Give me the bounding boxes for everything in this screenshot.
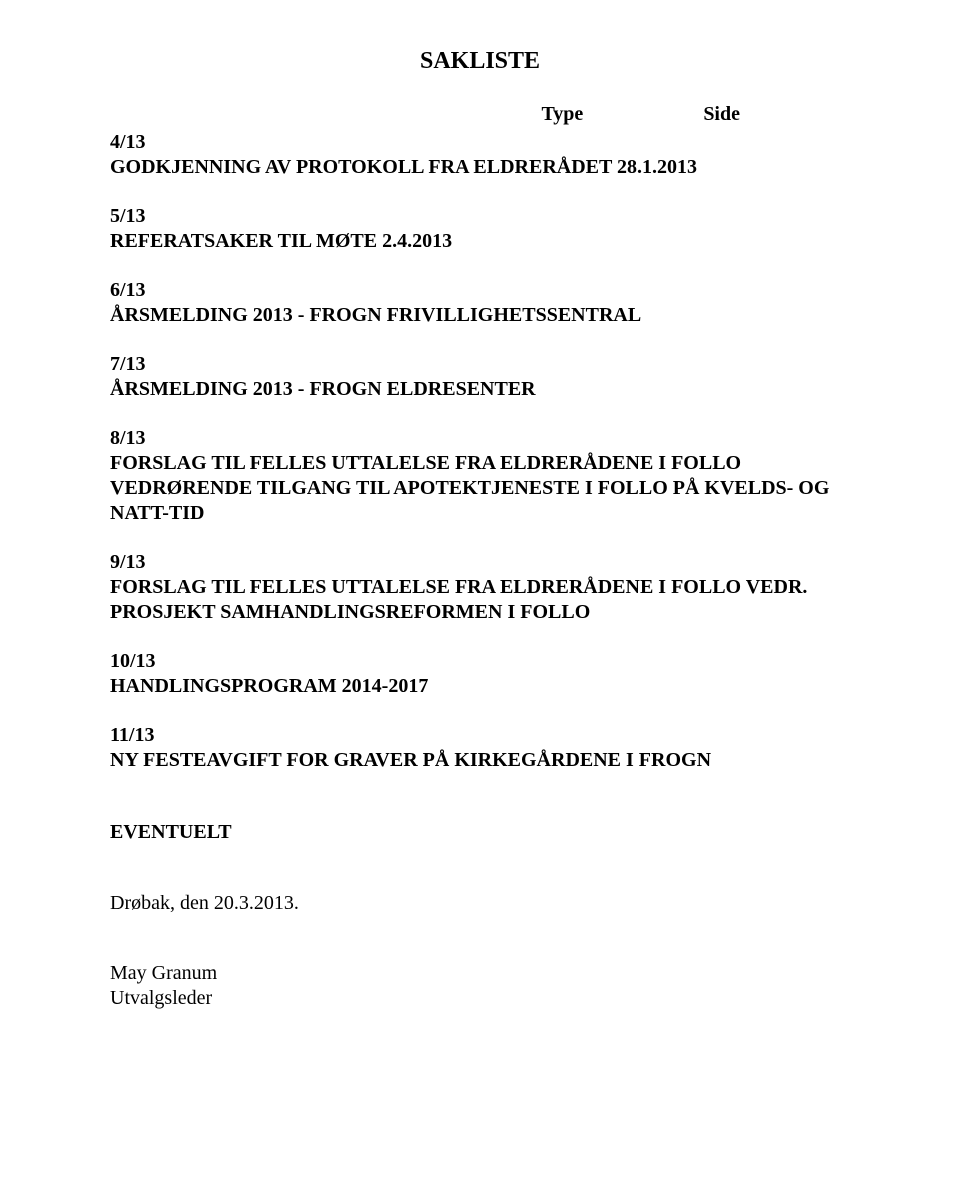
section-title: HANDLINGSPROGRAM 2014-2017 (110, 674, 850, 699)
section-6-13: 6/13 ÅRSMELDING 2013 - FROGN FRIVILLIGHE… (110, 278, 850, 328)
section-title-line: FORSLAG TIL FELLES UTTALELSE FRA ELDRERÅ… (110, 575, 850, 600)
section-number: 10/13 (110, 649, 850, 674)
section-4-13: 4/13 GODKJENNING AV PROTOKOLL FRA ELDRER… (110, 130, 850, 180)
section-7-13: 7/13 ÅRSMELDING 2013 - FROGN ELDRESENTER (110, 352, 850, 402)
document-date: Drøbak, den 20.3.2013. (110, 892, 850, 915)
section-title: NY FESTEAVGIFT FOR GRAVER PÅ KIRKEGÅRDEN… (110, 748, 850, 773)
section-11-13: 11/13 NY FESTEAVGIFT FOR GRAVER PÅ KIRKE… (110, 723, 850, 773)
section-title-line: FORSLAG TIL FELLES UTTALELSE FRA ELDRERÅ… (110, 451, 850, 476)
section-number: 8/13 (110, 426, 850, 451)
column-header-type: Type (541, 103, 583, 126)
section-title-line: PROSJEKT SAMHANDLINGSREFORMEN I FOLLO (110, 600, 850, 625)
section-5-13: 5/13 REFERATSAKER TIL MØTE 2.4.2013 (110, 204, 850, 254)
section-title: ÅRSMELDING 2013 - FROGN ELDRESENTER (110, 377, 850, 402)
section-number: 5/13 (110, 204, 850, 229)
section-title-line: VEDRØRENDE TILGANG TIL APOTEKTJENESTE I … (110, 476, 850, 501)
page: SAKLISTE Type Side 4/13 GODKJENNING AV P… (0, 0, 960, 1198)
section-number: 4/13 (110, 130, 850, 155)
section-title-line: NATT-TID (110, 501, 850, 526)
column-header-side: Side (703, 103, 740, 126)
eventuelt-heading: EVENTUELT (110, 821, 850, 844)
section-number: 7/13 (110, 352, 850, 377)
signer-name: May Granum (110, 961, 850, 986)
section-9-13: 9/13 FORSLAG TIL FELLES UTTALELSE FRA EL… (110, 550, 850, 625)
column-header-row: Type Side (110, 103, 850, 126)
page-title: SAKLISTE (110, 48, 850, 75)
section-10-13: 10/13 HANDLINGSPROGRAM 2014-2017 (110, 649, 850, 699)
signer-block: May Granum Utvalgsleder (110, 961, 850, 1011)
signer-role: Utvalgsleder (110, 986, 850, 1011)
section-title: REFERATSAKER TIL MØTE 2.4.2013 (110, 229, 850, 254)
section-8-13: 8/13 FORSLAG TIL FELLES UTTALELSE FRA EL… (110, 426, 850, 526)
section-number: 6/13 (110, 278, 850, 303)
section-number: 9/13 (110, 550, 850, 575)
section-number: 11/13 (110, 723, 850, 748)
section-title: ÅRSMELDING 2013 - FROGN FRIVILLIGHETSSEN… (110, 303, 850, 328)
section-title: GODKJENNING AV PROTOKOLL FRA ELDRERÅDET … (110, 155, 850, 180)
